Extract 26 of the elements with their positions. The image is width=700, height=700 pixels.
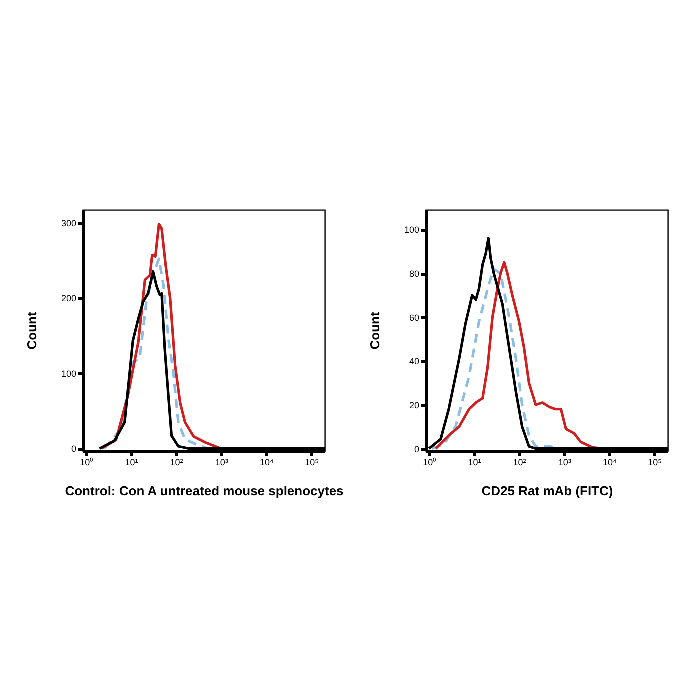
x-tick-label: 10⁵ (648, 458, 662, 468)
y-axis-title: Count (24, 312, 40, 350)
x-axis-title: CD25 Rat mAb (FITC) (482, 484, 614, 498)
y-tick-label: 300 (61, 218, 76, 228)
x-tick-label: 10² (170, 458, 184, 468)
x-tick-label: 10¹ (125, 458, 138, 468)
y-tick-label: 100 (61, 368, 76, 379)
y-tick-label: 20 (409, 400, 420, 410)
y-tick-label: 0 (71, 444, 76, 454)
y-tick-label: 100 (404, 225, 420, 236)
x-tick-label: 10⁵ (305, 458, 320, 468)
x-tick-label: 10⁰ (423, 458, 436, 468)
x-tick-label: 10³ (558, 458, 572, 468)
y-tick-label: 80 (409, 269, 420, 280)
y-axis-title: Count (367, 312, 382, 350)
x-tick-label: 10³ (215, 458, 228, 468)
x-tick-label: 10¹ (468, 458, 482, 468)
x-tick-label: 10⁴ (260, 458, 274, 468)
y-tick-label: 0 (414, 444, 420, 454)
y-tick-label: 60 (409, 312, 420, 323)
x-tick-label: 10⁴ (602, 458, 617, 468)
y-tick-label: 40 (409, 356, 420, 367)
y-tick-label: 200 (61, 294, 76, 304)
x-tick-label: 10² (513, 458, 526, 468)
x-tick-label: 10⁰ (80, 458, 94, 468)
x-axis-title: Control: Con A untreated mouse splenocytes (65, 484, 344, 498)
